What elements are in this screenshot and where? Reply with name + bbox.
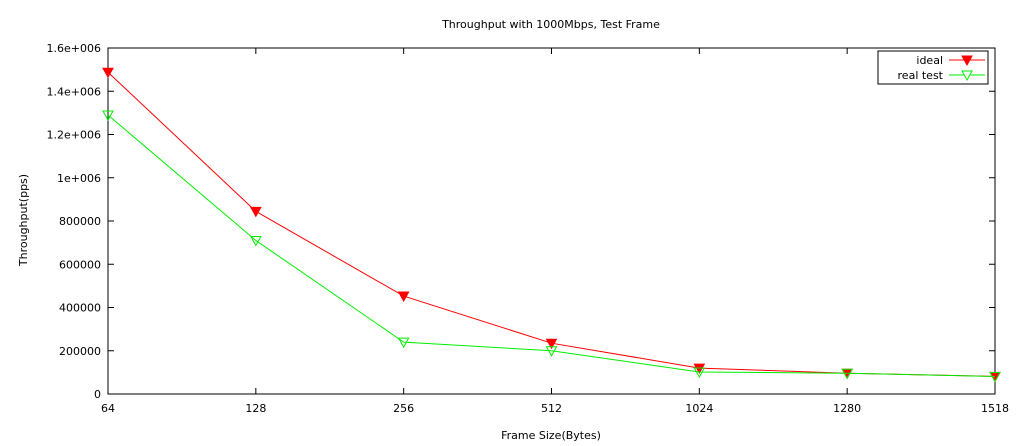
series-ideal [102, 67, 1001, 383]
y-tick-label: 1.2e+006 [47, 129, 101, 142]
series-line [107, 71, 996, 377]
y-tick-label: 400000 [59, 302, 101, 315]
x-tick-label: 512 [541, 402, 562, 415]
y-tick-label: 200000 [59, 345, 101, 358]
x-tick-label: 1518 [981, 402, 1009, 415]
x-tick-label: 1024 [685, 402, 713, 415]
legend-marker-sample [961, 70, 973, 82]
legend: ideal real test [877, 50, 989, 85]
y-tick-label: 1e+006 [57, 172, 101, 185]
data-point-marker [693, 367, 706, 378]
data-point-marker [397, 291, 410, 303]
legend-label: ideal [916, 54, 943, 67]
data-point-marker [545, 338, 558, 350]
series-real-test [102, 110, 1001, 383]
chart-title: Throughput with 1000Mbps, Test Frame [441, 18, 660, 31]
x-axis-label: Frame Size(Bytes) [501, 429, 601, 442]
y-axis-label: Throughput(pps) [17, 174, 30, 267]
data-point-marker [249, 235, 262, 247]
series-line [107, 114, 996, 377]
x-tick-label: 64 [101, 402, 115, 415]
data-point-marker [249, 206, 262, 218]
series-layer [102, 67, 1001, 383]
legend-label: real test [898, 69, 944, 82]
data-point-marker [989, 371, 1001, 383]
data-point-marker [693, 363, 706, 375]
x-tick-label: 1280 [833, 402, 861, 415]
data-point-marker [545, 346, 558, 357]
y-tick-label: 1.6e+006 [47, 42, 101, 55]
y-tick-label: 1.4e+006 [47, 85, 101, 98]
legend-marker-sample [961, 55, 973, 67]
y-tick-label: 800000 [59, 215, 101, 228]
x-tick-label: 128 [245, 402, 266, 415]
data-point-marker [989, 371, 1001, 383]
data-point-marker [102, 110, 114, 122]
axis-ticks: 0 200000 400000 600000 800000 1e+006 1.2e+006 1… [47, 42, 1009, 415]
data-point-marker [102, 67, 114, 79]
data-point-marker [841, 368, 854, 380]
data-point-marker [397, 337, 410, 349]
y-tick-label: 600000 [59, 258, 101, 271]
x-tick-label: 256 [393, 402, 414, 415]
y-tick-label: 0 [94, 388, 101, 401]
